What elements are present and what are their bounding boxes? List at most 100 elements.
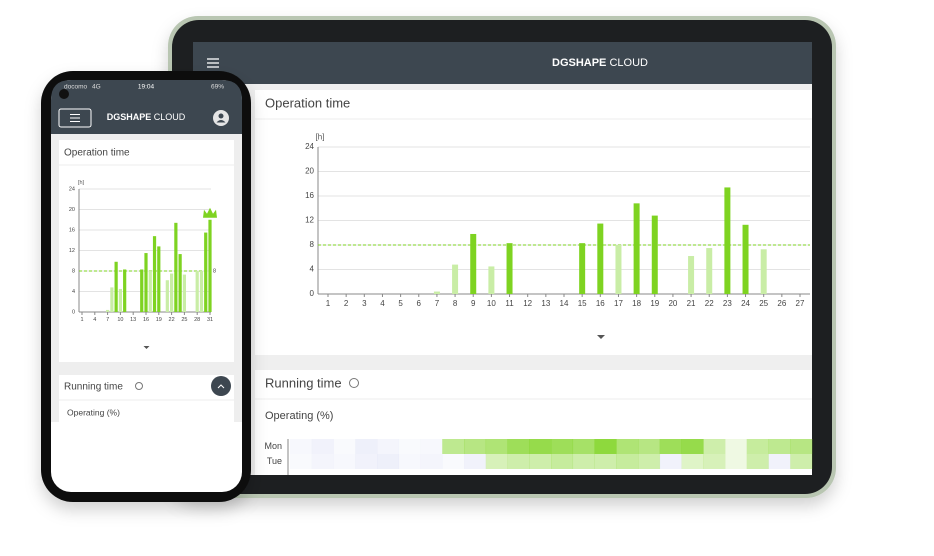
heat-cell [790, 454, 813, 469]
bar [182, 274, 186, 312]
x-tick-label: 25 [181, 317, 187, 323]
x-tick-label: 22 [705, 299, 714, 308]
heat-cell [746, 454, 769, 469]
y-tick-label: 16 [305, 191, 314, 200]
crown-icon [203, 207, 217, 218]
collapse-icon [217, 384, 225, 389]
x-tick-label: 16 [143, 317, 149, 323]
x-tick-label: 27 [796, 299, 805, 308]
bar [118, 288, 122, 312]
bar [110, 287, 114, 312]
x-tick-label: 20 [668, 299, 677, 308]
x-tick-label: 28 [194, 317, 200, 323]
heat-cell [464, 439, 487, 454]
avatar-head [218, 113, 224, 119]
x-tick-label: 31 [207, 317, 213, 323]
heat-cell [420, 439, 443, 454]
heat-cell [464, 454, 487, 469]
heat-cell [572, 439, 595, 454]
bar [433, 291, 440, 294]
x-tick-label: 15 [578, 299, 587, 308]
card-title: Operation time [265, 95, 350, 110]
phone-brand: DGSHAPE CLOUD [107, 112, 186, 122]
heat-cell [703, 454, 726, 469]
card-subtitle: Operating (%) [67, 407, 120, 417]
x-tick-label: 10 [117, 317, 123, 323]
heat-cell [681, 454, 704, 469]
card-title: Running time [265, 375, 342, 390]
heat-cell [594, 454, 617, 469]
y-tick-label: 4 [72, 289, 75, 295]
x-tick-label: 5 [398, 299, 403, 308]
heat-cell [681, 439, 704, 454]
bar [204, 232, 208, 312]
bar [742, 224, 749, 294]
bar [488, 266, 495, 294]
heat-cell [333, 454, 356, 469]
x-tick-label: 3 [362, 299, 367, 308]
bar [760, 249, 767, 294]
x-tick-label: 8 [453, 299, 458, 308]
heat-cell [768, 439, 791, 454]
bar [597, 223, 604, 294]
heat-cell [659, 454, 682, 469]
heat-cell [551, 439, 574, 454]
x-tick-label: 4 [380, 299, 385, 308]
heat-cell [398, 439, 421, 454]
y-tick-label: 20 [305, 167, 314, 176]
tablet-menu[interactable] [207, 58, 219, 68]
heat-cell [355, 454, 378, 469]
info-icon[interactable] [349, 378, 359, 388]
heat-cell [290, 439, 313, 454]
heat-cell [507, 439, 530, 454]
heat-cell [638, 454, 661, 469]
running-card [59, 375, 234, 422]
x-tick-label: 14 [560, 299, 569, 308]
x-tick-label: 18 [632, 299, 641, 308]
expand-arrow[interactable] [597, 335, 605, 339]
bar [178, 254, 182, 312]
phone-menu[interactable] [58, 108, 92, 128]
phone-chart: [h] 0 4 8 12 16 20 24 8 1 4 7 10 13 16 19 22 25 28 31 [69, 180, 217, 323]
y-tick-label: 12 [305, 216, 314, 225]
heat-cell [485, 454, 508, 469]
bar [195, 271, 199, 312]
heat-cell [638, 439, 661, 454]
bar [106, 309, 110, 312]
bar [174, 222, 178, 312]
y-tick-label: 20 [69, 207, 75, 213]
x-tick-label: 19 [650, 299, 659, 308]
heat-cell [485, 439, 508, 454]
collapse-button[interactable] [211, 376, 231, 396]
status-carrier: docomo [64, 84, 88, 91]
x-tick-label: 24 [741, 299, 750, 308]
x-tick-label: 16 [596, 299, 605, 308]
heat-cell [551, 454, 574, 469]
x-tick-label: 10 [487, 299, 496, 308]
x-tick-label: 22 [169, 317, 175, 323]
heat-cell [725, 439, 748, 454]
card-title: Running time [64, 382, 123, 393]
x-tick-label: 23 [723, 299, 732, 308]
camera [59, 89, 69, 99]
info-icon[interactable] [135, 382, 143, 390]
heat-cell [442, 439, 465, 454]
y-tick-label: 24 [69, 186, 75, 192]
y-tick-label: 0 [310, 289, 315, 298]
expand-arrow[interactable] [143, 346, 150, 349]
x-tick-label: 1 [326, 299, 331, 308]
bar [506, 243, 513, 294]
heat-cell [398, 454, 421, 469]
x-tick-label: 26 [777, 299, 786, 308]
brand-bold: DGSHAPE [107, 112, 152, 122]
heat-cell [420, 454, 443, 469]
x-tick-label: 13 [541, 299, 550, 308]
tablet-header [193, 42, 812, 84]
y-unit: [h] [78, 180, 85, 186]
avatar-body [216, 120, 226, 123]
row-label: Tue [267, 456, 282, 466]
x-tick-label: 11 [505, 299, 514, 308]
bar [152, 236, 157, 312]
